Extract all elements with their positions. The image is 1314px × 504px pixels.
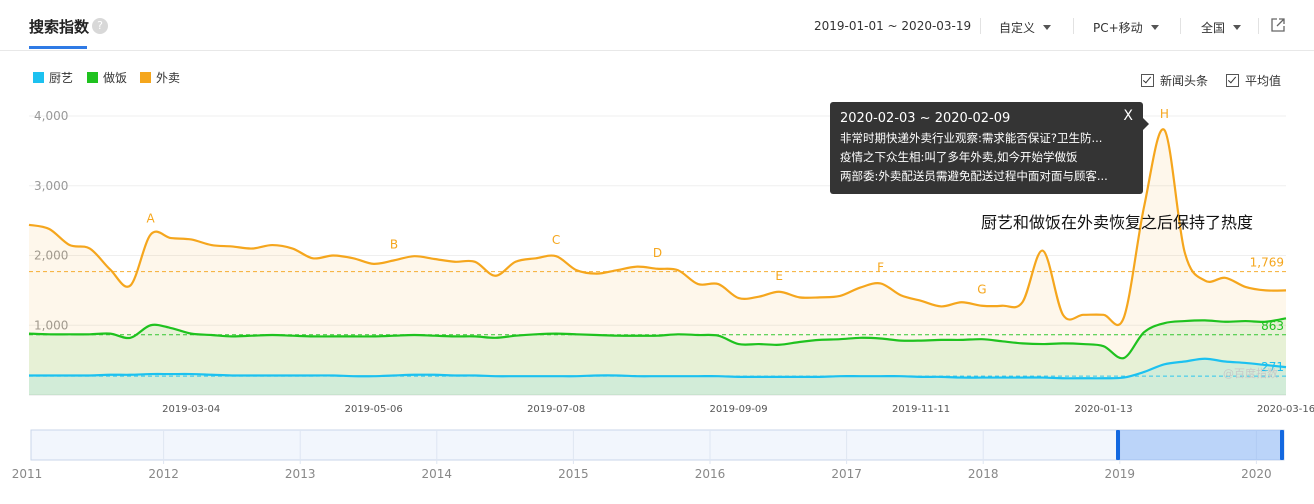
option-label: 新闻头条 (1160, 74, 1209, 88)
checkbox-icon (1141, 74, 1154, 87)
average-label: 1,769 (1250, 256, 1284, 270)
active-tab-underline (29, 46, 87, 49)
navigator-year-label: 2019 (1105, 467, 1136, 481)
average-label: 271 (1261, 360, 1284, 374)
divider (1180, 18, 1181, 34)
top-bar: 搜索指数 ? 2019-01-01 ~ 2020-03-19 自定义 PC+移动… (0, 0, 1314, 51)
chevron-down-icon (1043, 25, 1052, 30)
x-tick-label: 2019-09-09 (710, 404, 768, 415)
question-icon[interactable]: ? (92, 18, 108, 34)
tooltip-date: 2020-02-03 ~ 2020-02-09 (840, 111, 1011, 126)
x-tick-label: 2019-03-04 (162, 404, 220, 415)
navigator-year-label: 2014 (422, 467, 453, 481)
navigator-year-label: 2011 (12, 467, 43, 481)
series-line (28, 128, 1287, 326)
legend-item-waimai[interactable]: 外卖 (140, 69, 180, 86)
event-marker: G (977, 283, 986, 297)
series-area (29, 129, 1286, 395)
divider (1258, 18, 1259, 34)
divider (1073, 18, 1074, 34)
custom-range-dropdown[interactable]: 自定义 (999, 19, 1052, 36)
event-marker: B (390, 237, 398, 251)
x-tick-label: 2019-07-08 (527, 404, 585, 415)
legend-swatch (87, 72, 98, 83)
tooltip-news-item[interactable]: 两部委:外卖配送员需避免配送过程中面对面与顾客... (840, 169, 1108, 183)
page-title: 搜索指数 (29, 18, 90, 36)
event-marker: A (147, 212, 156, 226)
navigator-year-label: 2020 (1241, 467, 1272, 481)
y-tick-label: 2,000 (34, 249, 68, 263)
chevron-down-icon (1150, 25, 1159, 30)
average-label: 863 (1261, 319, 1284, 333)
legend-swatch (140, 72, 151, 83)
navigator-year-label: 2015 (558, 467, 589, 481)
region-label: 全国 (1201, 21, 1226, 35)
custom-range-label: 自定义 (999, 21, 1036, 35)
navigator-selection (1118, 430, 1282, 460)
checkbox-icon (1226, 74, 1239, 87)
external-link-icon[interactable] (1271, 18, 1285, 32)
navigator-handle-left[interactable] (1116, 430, 1120, 460)
watermark: @百度指数 (1223, 366, 1278, 380)
y-tick-label: 1,000 (34, 318, 68, 332)
region-dropdown[interactable]: 全国 (1201, 19, 1242, 36)
legend-label: 厨艺 (49, 71, 74, 85)
legend-label: 外卖 (156, 71, 181, 85)
navigator-year-label: 2018 (968, 467, 999, 481)
y-tick-label: 3,000 (34, 179, 68, 193)
option-label: 平均值 (1245, 74, 1282, 88)
navigator-year-label: 2016 (695, 467, 726, 481)
series-line (28, 357, 1287, 380)
x-tick-label: 2019-11-11 (892, 404, 950, 415)
news-headline-toggle[interactable]: 新闻头条 (1141, 72, 1208, 89)
event-marker: E (775, 269, 783, 283)
x-tick-label: 2020-01-13 (1074, 404, 1132, 415)
tooltip-news-item[interactable]: 疫情之下众生相:叫了多年外卖,如今开始学做饭 (840, 150, 1078, 164)
navigator-handle-right[interactable] (1280, 430, 1284, 460)
legend-item-zuofan[interactable]: 做饭 (87, 69, 127, 86)
news-tooltip: 2020-02-03 ~ 2020-02-09 X 非常时期快递外卖行业观察:需… (830, 102, 1149, 194)
date-range-display[interactable]: 2019-01-01 ~ 2020-03-19 (814, 19, 972, 33)
tooltip-news-item[interactable]: 非常时期快递外卖行业观察:需求能否保证?卫生防... (840, 131, 1103, 145)
event-marker: H (1160, 107, 1169, 121)
legend-item-chuyi[interactable]: 厨艺 (33, 69, 73, 86)
device-dropdown[interactable]: PC+移动 (1093, 19, 1159, 36)
navigator-track (30, 429, 1285, 461)
annotation-text: 厨艺和做饭在外卖恢复之后保持了热度 (981, 213, 1254, 232)
navigator-year-label: 2012 (148, 467, 179, 481)
divider (980, 18, 981, 34)
navigator-year-label: 2013 (285, 467, 316, 481)
event-marker: F (877, 260, 884, 274)
chevron-down-icon (1233, 25, 1242, 30)
y-tick-label: 4,000 (34, 109, 68, 123)
legend-label: 做饭 (103, 71, 128, 85)
trend-chart: 4,000 3,000 2,000 1,000 A B C D E F G H 1,769 863 27… (12, 107, 1314, 481)
device-label: PC+移动 (1093, 21, 1143, 35)
series-line (28, 317, 1287, 360)
navigator-year-label: 2017 (831, 467, 862, 481)
x-tick-label: 2019-05-06 (345, 404, 403, 415)
x-tick-label: 2020-03-16 (1257, 404, 1314, 415)
event-marker: C (552, 233, 560, 247)
close-icon[interactable]: X (1123, 108, 1133, 124)
average-toggle[interactable]: 平均值 (1226, 72, 1281, 89)
legend-swatch (33, 72, 44, 83)
event-marker: D (653, 246, 662, 260)
